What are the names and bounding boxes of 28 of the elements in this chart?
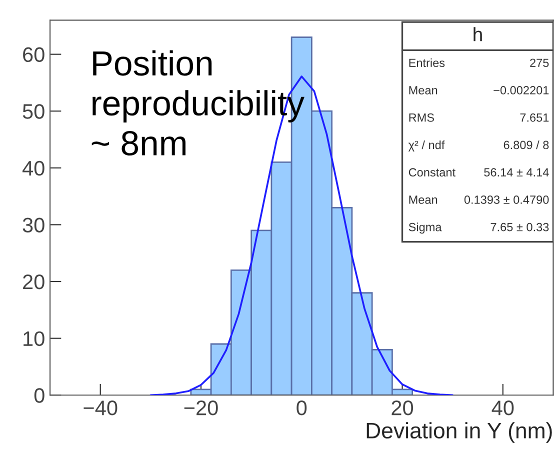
y-tick-label: 60 — [23, 47, 44, 62]
x-tick-label: −20 — [184, 400, 218, 416]
annotation: Mean — [409, 196, 438, 204]
annotation: 0.1393 ± 0.4790 — [464, 196, 549, 204]
annotation: 6.809 / 8 — [504, 140, 549, 150]
x-tick-label: 0 — [296, 400, 307, 416]
annotation: h — [474, 27, 482, 42]
annotation: Sigma — [408, 222, 442, 234]
y-tick-label: 30 — [22, 218, 44, 232]
annotation: χ² / ndf — [408, 140, 445, 152]
x-tick-label: 20 — [392, 400, 414, 416]
y-tick-label: 50 — [22, 104, 44, 119]
annotation: 7.651 — [520, 113, 549, 122]
annotation: Mean — [409, 86, 438, 94]
annotation: −0.002201 — [494, 86, 549, 94]
y-tick-label: 20 — [23, 274, 44, 290]
annotation: Entries — [409, 58, 445, 68]
annotation: 275 — [530, 58, 549, 68]
annotation: Constant — [408, 168, 456, 177]
x-axis-title: Deviation in Y (nm) — [366, 422, 552, 443]
y-tick-label: 10 — [24, 331, 44, 346]
y-tick-label: 0 — [34, 388, 44, 403]
annotation: 56.14 ± 4.14 — [484, 168, 549, 177]
annotation: RMS — [409, 113, 434, 122]
y-tick-label: 40 — [22, 160, 44, 176]
x-tick-label: −40 — [84, 400, 118, 416]
annotation: 7.65 ± 0.33 — [490, 222, 549, 232]
x-tick-label: 40 — [492, 400, 514, 416]
